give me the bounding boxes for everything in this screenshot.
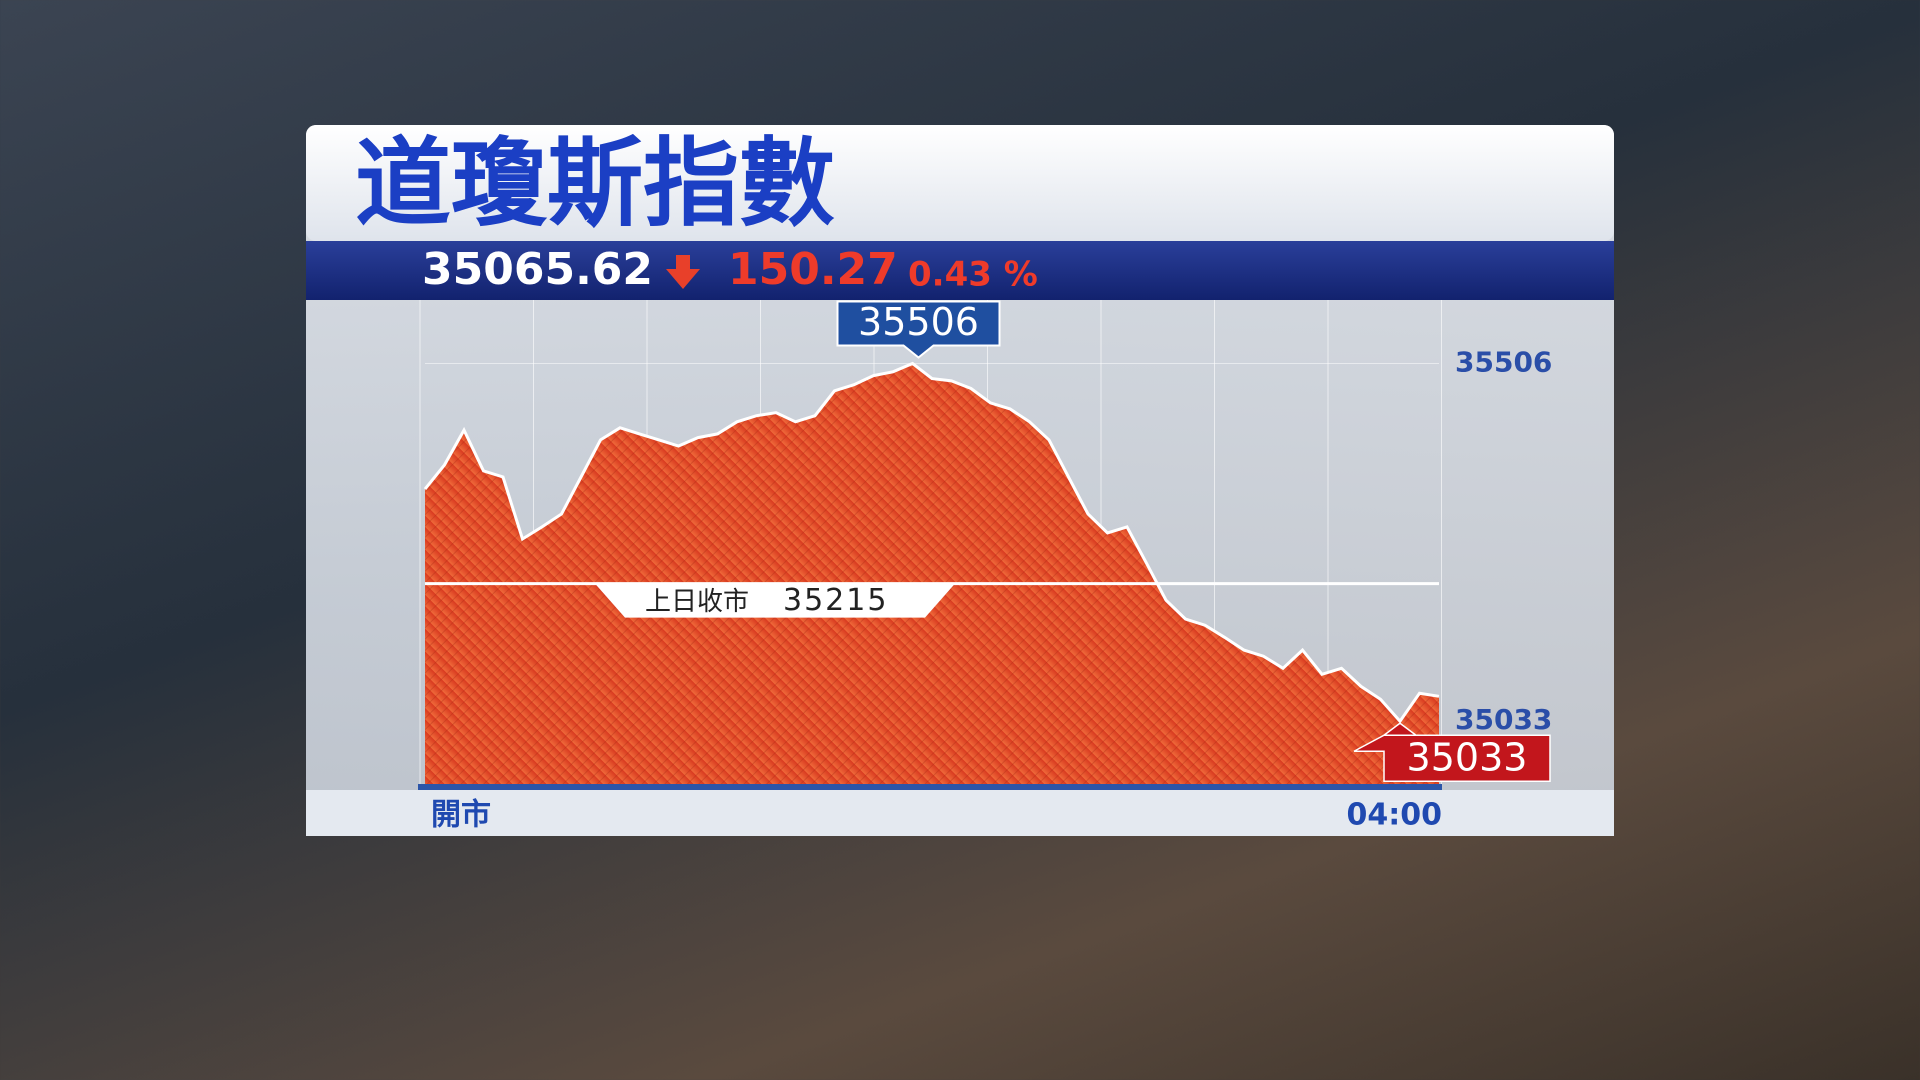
y-tick-label: 35506 (1455, 346, 1552, 379)
down-arrow (666, 255, 700, 289)
x-axis-band (306, 790, 1614, 836)
plot: 35033 35506 上日收市 35215 35506 35033 (419, 300, 1552, 784)
title-band (306, 125, 1614, 241)
reference-value: 35215 (783, 583, 888, 618)
x-label-start: 開市 (431, 798, 491, 833)
change-pct: 0.43 % (908, 255, 1038, 295)
high-callout (836, 300, 1001, 359)
x-label-end: 04:00 (1347, 798, 1443, 833)
y-tick-label: 35033 (1455, 703, 1552, 736)
line (423, 361, 1440, 724)
quote-bar (306, 241, 1614, 300)
change: 150.27 (728, 244, 898, 295)
last-price: 35065.62 (422, 244, 653, 295)
area (425, 363, 1439, 784)
chart-title: 道瓊斯指數 (355, 127, 835, 239)
high-label: 35506 (858, 300, 979, 344)
low-label: 35033 (1407, 736, 1528, 780)
axis-line (418, 784, 1442, 790)
reference-label: 上日收市 (645, 587, 749, 617)
reference-label-box (595, 583, 955, 618)
low-callout (1353, 722, 1551, 782)
